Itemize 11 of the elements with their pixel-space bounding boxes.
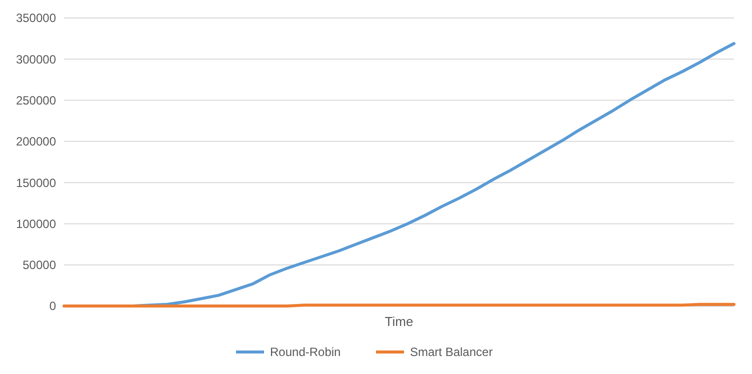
y-tick-label: 200000 — [16, 134, 56, 149]
y-tick-label: 250000 — [16, 93, 56, 108]
legend-label: Round-Robin — [270, 345, 341, 359]
y-tick-label: 100000 — [16, 216, 56, 231]
x-axis-title: Time — [384, 314, 414, 329]
y-tick-label: 0 — [49, 299, 56, 314]
y-tick-label: 350000 — [16, 11, 56, 26]
legend-label: Smart Balancer — [410, 345, 493, 359]
y-tick-label: 300000 — [16, 52, 56, 66]
y-tick-label: 50000 — [22, 258, 56, 272]
y-tick-label: 150000 — [16, 176, 56, 190]
